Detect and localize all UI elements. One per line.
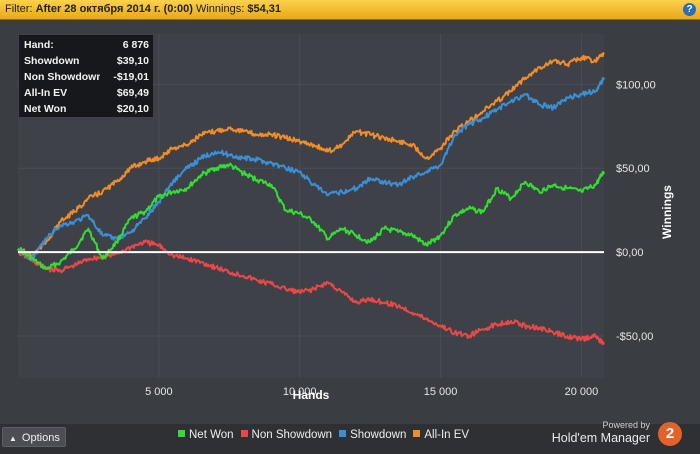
stats-panel: Hand: 6 876 Showdown $39,10 Non Showdown -$19… <box>19 35 153 117</box>
stat-label: Hand: <box>24 39 54 51</box>
x-tick-label-1: 10 000 <box>283 386 317 398</box>
x-axis-label: Hands <box>293 388 330 402</box>
stat-row-0: Hand: 6 876 <box>24 37 149 53</box>
y-tick-label-0: $100,00 <box>616 79 656 91</box>
options-button[interactable]: ▲ Options <box>2 427 66 447</box>
caret-up-icon: ▲ <box>9 434 17 443</box>
x-tick-label-2: 15 000 <box>424 386 458 398</box>
hem-logo-icon: 2 <box>658 422 682 446</box>
stat-row-1: Showdown $39,10 <box>24 53 149 69</box>
x-tick-label-3: 20 000 <box>565 386 599 398</box>
filter-prefix: Filter: <box>5 3 33 15</box>
stat-value: 6 876 <box>122 39 149 51</box>
stat-row-2: Non Showdown -$19,01 <box>24 69 149 85</box>
stat-value: $69,49 <box>116 87 149 99</box>
stat-label: Net Won <box>24 103 67 115</box>
stat-label: Showdown <box>24 55 80 67</box>
stat-row-3: All-In EV $69,49 <box>24 85 149 101</box>
legend-item-showdown[interactable]: Showdown <box>339 429 406 441</box>
legend-label: Net Won <box>189 429 234 441</box>
options-label: Options <box>21 432 60 444</box>
legend-item-all-in-ev[interactable]: All-In EV <box>413 429 469 441</box>
legend-label: Non Showdown <box>251 429 333 441</box>
brand-name: Hold'em Manager <box>551 431 650 445</box>
winnings-chart: 5 000 10 000 15 000 20 000 $100,00 $50,00 $0,… <box>17 34 674 402</box>
filter-value[interactable]: After 28 октября 2014 г. (0:00) <box>35 3 193 15</box>
legend-swatch <box>413 430 421 437</box>
legend-swatch <box>339 430 347 437</box>
series-line-net-won <box>17 162 605 270</box>
series-line-showdown <box>18 77 605 262</box>
stat-label: Non Showdown <box>24 71 100 83</box>
y-tick-labels: $100,00 $50,00 $0,00 -$50,00 <box>616 79 656 343</box>
x-tick-label-0: 5 000 <box>145 386 173 398</box>
powered-by-text: Powered by <box>602 420 650 430</box>
stat-row-4: Net Won $20,10 <box>24 101 149 117</box>
bottom-bar <box>0 424 700 454</box>
y-tick-label-2: $0,00 <box>616 247 644 259</box>
series-line-non-showdown <box>17 239 605 346</box>
y-tick-label-1: $50,00 <box>616 163 650 175</box>
filter-bar: Filter: After 28 октября 2014 г. (0:00) … <box>0 0 700 20</box>
legend-swatch <box>240 430 248 437</box>
y-axis-label: Winnings <box>660 185 674 239</box>
series-line-all-in-ev <box>17 52 605 258</box>
y-tick-label-3: -$50,00 <box>616 331 653 343</box>
brand-block: Powered by Hold'em Manager 2 <box>552 418 692 452</box>
legend-swatch <box>178 430 185 437</box>
stat-value: -$19,01 <box>113 71 149 83</box>
legend-label: All-In EV <box>424 429 470 441</box>
x-tick-labels: 5 000 10 000 15 000 20 000 <box>145 386 598 398</box>
stat-value: $20,10 <box>116 103 149 115</box>
legend-item-non-showdown[interactable]: Non Showdown <box>240 429 333 441</box>
help-icon[interactable]: ? <box>683 3 696 16</box>
stat-value: $39,10 <box>116 55 149 67</box>
legend-item-net-won[interactable]: Net Won <box>178 429 234 441</box>
chart-legend: Net Won Non Showdown Showdown All-In EV <box>178 429 476 441</box>
filter-winnings-value: $54,31 <box>247 3 281 15</box>
series-lines <box>17 52 605 346</box>
stat-label: All-In EV <box>24 87 68 99</box>
filter-winnings-label: Winnings: <box>195 3 245 15</box>
legend-label: Showdown <box>350 429 407 441</box>
